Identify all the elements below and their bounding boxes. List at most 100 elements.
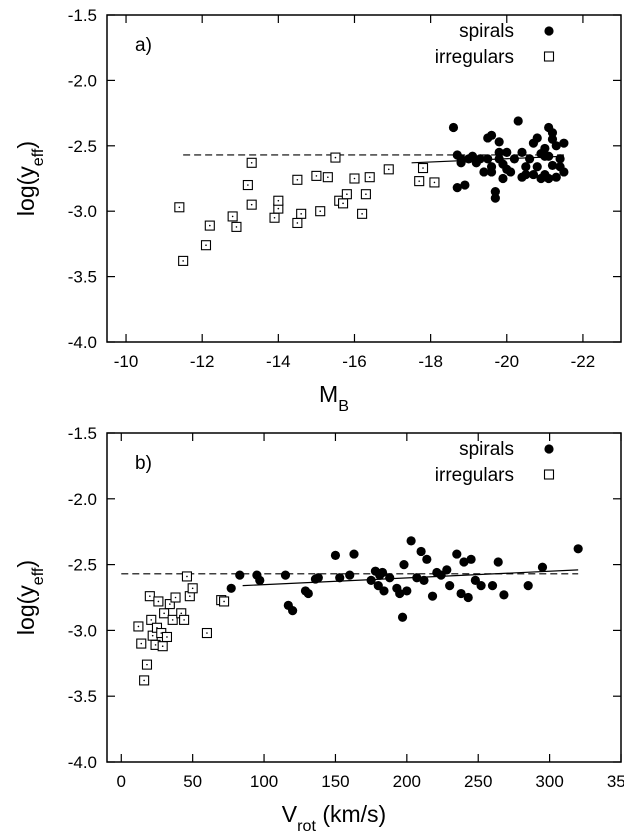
spiral-point — [345, 570, 355, 580]
spiral-point — [509, 154, 519, 164]
spiral-point — [547, 134, 558, 144]
spiral-point — [540, 143, 550, 154]
spiral-point — [521, 169, 531, 180]
spiral-point — [397, 612, 408, 622]
spiral-point — [303, 588, 313, 599]
spiral-point — [412, 573, 422, 583]
y-axis-label: log(yeff) — [13, 560, 47, 635]
spiral-point — [490, 193, 500, 203]
spiral-point — [547, 128, 558, 138]
irregular-point-dot — [433, 181, 436, 184]
spiral-point — [521, 162, 531, 172]
spiral-point — [475, 154, 485, 164]
irregular-point-dot — [143, 679, 145, 682]
spiral-point — [551, 172, 561, 182]
spiral-point — [487, 581, 498, 591]
irregular-point-dot — [151, 634, 154, 637]
fit-line-solid — [242, 569, 579, 587]
spiral-point — [559, 167, 569, 177]
spiral-point — [502, 147, 512, 157]
irregular-point-dot — [296, 179, 299, 181]
irregular-point-dot — [178, 206, 181, 209]
irregular-point-dot — [189, 595, 191, 597]
irregular-point-dot — [319, 210, 322, 212]
spiral-point — [366, 575, 376, 585]
irregular-point-dot — [154, 644, 157, 646]
spiral-point — [499, 590, 509, 600]
spiral-point — [502, 164, 512, 174]
y-tick-label: -1.5 — [68, 6, 97, 25]
irregular-point-dot — [160, 632, 163, 634]
y-tick-label: -2.0 — [68, 490, 97, 509]
x-tick-label: 300 — [535, 772, 563, 791]
legend-irregulars-marker — [543, 51, 555, 62]
spiral-point — [513, 116, 523, 126]
irregular-point-dot — [186, 575, 188, 578]
spiral-point — [486, 130, 497, 140]
spiral-point — [427, 591, 438, 601]
spiral-point — [483, 154, 493, 164]
irregular-point-dot — [342, 202, 344, 205]
legend-irregulars-label: irregulars — [435, 465, 514, 486]
y-tick-label: -4.0 — [68, 333, 97, 352]
irregular-point-dot — [315, 175, 318, 177]
spiral-point — [226, 583, 236, 593]
x-tick-label: -12 — [190, 352, 215, 371]
x-axis-label: MB — [319, 381, 349, 415]
irregular-point-dot — [300, 213, 302, 215]
irregular-point-dot — [206, 632, 208, 634]
spiral-point — [555, 154, 565, 164]
spiral-point — [544, 173, 554, 184]
spiral-point — [416, 546, 426, 557]
spiral-point — [422, 554, 432, 564]
irregular-point-dot — [334, 156, 337, 159]
x-tick-label: -10 — [114, 352, 139, 371]
spiral-point — [494, 147, 504, 157]
spiral-point — [528, 169, 539, 180]
irregular-point-dot — [361, 213, 363, 215]
spiral-point — [466, 554, 476, 564]
irregular-point-dot — [235, 226, 238, 228]
plot-frame — [106, 432, 622, 763]
panel-label: a) — [135, 35, 152, 56]
spiral-point — [419, 575, 429, 585]
spiral-point — [379, 586, 389, 596]
spiral-point — [445, 581, 455, 591]
spiral-point — [490, 186, 500, 197]
spiral-point — [523, 581, 533, 591]
irregular-point-dot — [161, 645, 164, 647]
y-tick-label: -4.0 — [68, 753, 97, 772]
irregular-point-dot — [387, 168, 390, 171]
irregular-point-dot — [182, 260, 184, 262]
legend-irregulars-marker — [543, 469, 555, 480]
irregular-point-dot — [163, 612, 165, 615]
irregular-point-dot — [247, 184, 249, 186]
spiral-point — [406, 536, 416, 546]
irregular-point-dot — [277, 199, 280, 202]
irregular-point-dot — [166, 636, 168, 638]
spiral-point — [494, 137, 504, 147]
spiral-point — [395, 588, 405, 599]
legend-spirals-marker — [544, 26, 554, 36]
irregular-point-dot — [327, 176, 329, 178]
spiral-point — [399, 560, 409, 570]
spiral-point — [452, 183, 462, 193]
legend-spirals-label: spirals — [459, 21, 514, 42]
x-tick-label: -22 — [571, 352, 596, 371]
spiral-point — [402, 586, 412, 596]
irregular-point-dot — [418, 180, 421, 182]
y-tick-label: -2.5 — [68, 137, 97, 156]
legend-irregulars-label: irregulars — [435, 47, 514, 68]
spiral-point — [540, 151, 550, 161]
irregular-point-dot — [231, 215, 234, 218]
irregular-point-dot — [273, 216, 276, 219]
spiral-point — [459, 557, 469, 567]
y-tick-label: -3.0 — [68, 202, 97, 221]
panel-label: b) — [135, 453, 152, 474]
spiral-point — [463, 592, 473, 603]
panel-b: 0 50 100 150 200 250 300 350 -1.5 -2.0 -2.5 -3.0 -3.… — [13, 424, 624, 834]
spiral-point — [547, 160, 558, 171]
y-axis-label: log(yeff) — [13, 141, 47, 216]
irregular-point-dot — [149, 595, 151, 597]
spiral-point — [456, 154, 466, 164]
